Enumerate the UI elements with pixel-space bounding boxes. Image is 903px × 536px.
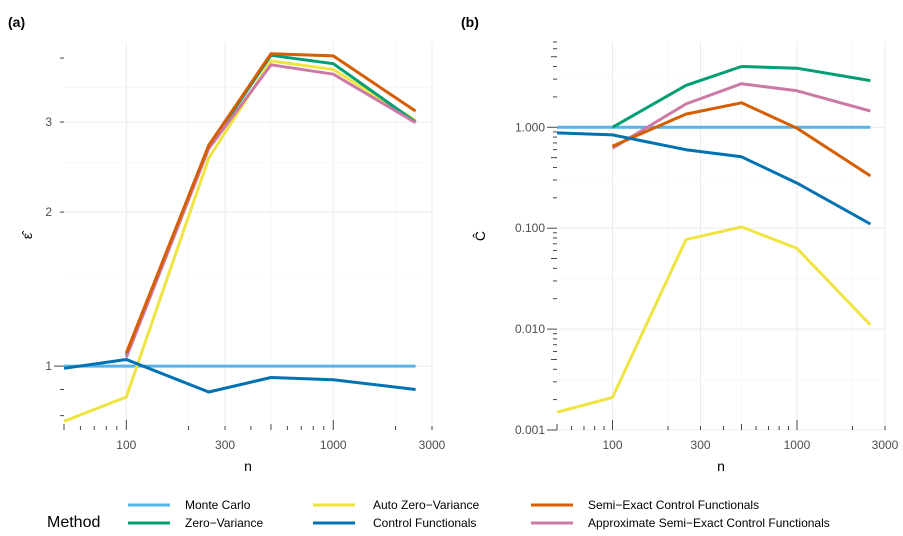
legend-label-zero-variance: Zero−Variance [185, 516, 263, 530]
legend-label-control-functionals: Control Functionals [373, 516, 476, 530]
legend: Method Monte Carlo Zero−Variance Auto Zero−… [47, 498, 830, 531]
x-tick-label: 300 [215, 438, 235, 452]
panel-a: 100 300 1000 3000 1 2 3 (a) n ε̂ [8, 14, 446, 474]
x-tick-label: 100 [603, 438, 623, 452]
series-line-auto-zero-variance [556, 225, 872, 414]
x-tick-label: 3000 [872, 438, 899, 452]
series-line-semi-exact-control-functionals [611, 101, 872, 178]
series-line-zero-variance [611, 65, 871, 129]
series-line-approximate-semi-exact-control-functionals [611, 82, 871, 150]
panel-label: (a) [8, 14, 25, 30]
y-tick-label: 0.010 [515, 322, 545, 336]
x-tick-label: 1000 [320, 438, 347, 452]
legend-label-auto-zero-variance: Auto Zero−Variance [373, 498, 479, 512]
x-axis-title: n [717, 458, 725, 474]
x-tick-label: 3000 [419, 438, 446, 452]
y-tick-label: 0.001 [515, 423, 545, 437]
panel-b: 100 300 1000 3000 0.001 0.010 0.100 1.000 (b) n Ĉ [461, 14, 899, 474]
legend-label-monte-carlo: Monte Carlo [185, 498, 251, 512]
legend-label-approximate-semi-exact-control-functionals: Approximate Semi−Exact Control Functiona… [588, 516, 830, 530]
y-tick-label: 0.100 [515, 221, 545, 235]
y-tick-label: 3 [45, 115, 52, 129]
x-tick-label: 1000 [784, 438, 811, 452]
y-tick-label: 1.000 [515, 120, 545, 134]
y-tick-label: 2 [45, 205, 52, 219]
series-line-auto-zero-variance [63, 59, 417, 423]
y-axis-title: ε̂ [19, 230, 35, 239]
legend-title: Method [47, 514, 100, 531]
series-line-control-functionals [556, 131, 872, 226]
y-axis-title: Ĉ [472, 231, 488, 241]
legend-label-semi-exact-control-functionals: Semi−Exact Control Functionals [588, 498, 759, 512]
panel-label: (b) [461, 14, 479, 30]
series-line-control-functionals [63, 358, 416, 394]
x-tick-label: 300 [691, 438, 711, 452]
x-axis-title: n [244, 458, 252, 474]
series-line-semi-exact-control-functionals [124, 52, 417, 354]
y-tick-label: 1 [45, 359, 52, 373]
x-tick-label: 100 [116, 438, 136, 452]
